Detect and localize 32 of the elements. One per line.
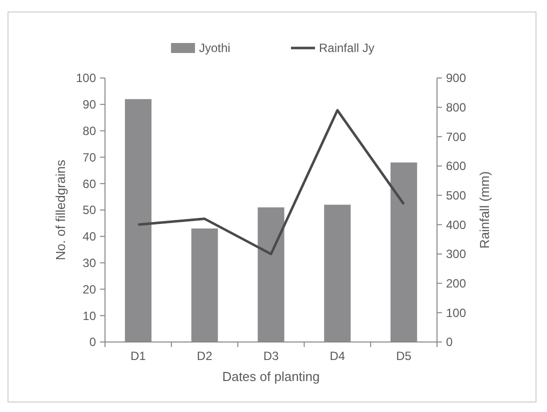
y-tick-label: 30 <box>82 256 96 270</box>
y2-tick-label: 900 <box>446 71 466 86</box>
y2-tick-label: 100 <box>446 306 466 320</box>
x-tick-label: D1 <box>130 349 146 363</box>
legend-label: Jyothi <box>199 41 230 56</box>
y-tick-label: 60 <box>82 176 96 191</box>
y-tick-label: 10 <box>82 308 96 323</box>
x-axis-title: Dates of planting <box>222 369 320 384</box>
y-axis-title: No. of filledgrains <box>53 159 68 260</box>
y2-tick-label: 800 <box>446 100 466 115</box>
x-tick-label: D3 <box>263 349 279 363</box>
line-series <box>136 109 406 256</box>
y2-tick-label: 600 <box>446 159 466 174</box>
y2-axis-title: Rainfall (mm) <box>477 171 492 249</box>
x-tick-label: D2 <box>196 349 213 363</box>
y-tick-label: 100 <box>76 71 96 86</box>
y-tick-label: 90 <box>82 98 96 112</box>
y2-tick-label: 300 <box>446 247 466 262</box>
y-tick-label: 70 <box>82 150 96 164</box>
x-tick-label: D4 <box>330 349 346 363</box>
y2-tick-label: 700 <box>446 130 466 144</box>
x-tick-label: D5 <box>396 349 412 363</box>
y-tick-label: 0 <box>89 335 96 350</box>
y-tick-label: 80 <box>82 124 96 138</box>
legend-label: Rainfall Jy <box>319 41 374 56</box>
y2-tick-label: 400 <box>446 218 466 232</box>
y2-tick-label: 200 <box>446 276 466 291</box>
y2-tick-label: 500 <box>446 188 466 203</box>
y-tick-label: 40 <box>82 230 96 244</box>
y-tick-label: 20 <box>82 282 96 296</box>
y-tick-label: 50 <box>82 203 96 218</box>
y2-tick-label: 0 <box>446 335 453 350</box>
